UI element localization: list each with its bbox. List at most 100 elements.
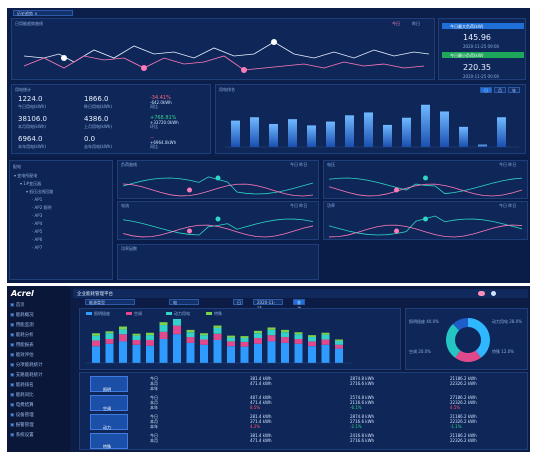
legend-today: 今日 bbox=[392, 21, 400, 26]
table-cell: 2574.8 kWh bbox=[350, 395, 375, 400]
tab-month[interactable]: 月 bbox=[494, 87, 506, 93]
sidebar-icon: ▣ bbox=[10, 433, 16, 438]
history-tab[interactable]: 历史趋势 × bbox=[13, 10, 73, 16]
sidebar-item[interactable]: ▣ 用能报表 bbox=[10, 342, 34, 348]
logo: Acrel bbox=[11, 289, 34, 298]
legend-item: 照明插座 bbox=[86, 311, 110, 317]
stack-segment bbox=[92, 340, 100, 347]
sidebar-item[interactable]: ▣ 支路能耗统计 bbox=[10, 372, 43, 378]
donut-label-1: 照明插座 40.0% bbox=[409, 319, 439, 324]
user-icon[interactable] bbox=[491, 291, 496, 296]
ranking-title: 用电排名 bbox=[219, 87, 235, 92]
tree-node[interactable]: · AP6 bbox=[32, 237, 43, 242]
table-cell: 4.2% bbox=[250, 424, 261, 429]
period-select[interactable]: 日 bbox=[233, 299, 243, 305]
sidebar-item[interactable]: ▣ 能耗分析 bbox=[10, 332, 34, 338]
query-button[interactable]: 查询 bbox=[293, 299, 305, 311]
sidebar-icon: ▣ bbox=[10, 323, 16, 328]
donut-slice bbox=[455, 350, 481, 362]
tab-year[interactable]: 年 bbox=[508, 87, 520, 93]
rank-bar bbox=[459, 126, 468, 147]
rank-bar bbox=[402, 117, 411, 147]
table-cell: 21186.2 kWh bbox=[450, 433, 477, 438]
stack-chart-panel: 照明插座 空调 动力用电 特殊 bbox=[79, 308, 401, 370]
stack-segment bbox=[200, 333, 208, 336]
stack-segment bbox=[105, 333, 114, 339]
tree-node[interactable]: · AP3 bbox=[32, 213, 43, 218]
tree-node[interactable]: · AP2 照明 bbox=[32, 205, 52, 210]
tree-node[interactable]: ▾ 变电所配电 bbox=[14, 173, 38, 178]
energy-select[interactable]: 电 bbox=[169, 299, 199, 305]
energy-platform: Acrel ▣ 首页 ▣ 能耗概况 ▣ 用能监测 ▣ 能耗分析 ▣ 用能报表 ▣ 能效评估… bbox=[7, 286, 530, 452]
sidebar-label: 分项能耗统计 bbox=[15, 363, 43, 368]
table-cell: 2716.6 kWh bbox=[350, 438, 375, 443]
tab-day[interactable]: 日 bbox=[480, 87, 492, 93]
category-icon-tile[interactable]: 动力 bbox=[90, 414, 128, 430]
sidebar-item[interactable]: ▣ 能耗同比 bbox=[10, 392, 34, 398]
table-cell: 今日 bbox=[150, 414, 158, 419]
sidebar-item[interactable]: ▣ 用能监测 bbox=[10, 322, 34, 328]
sidebar-item[interactable]: ▣ 能效评估 bbox=[10, 352, 34, 358]
table-cell: 本月 bbox=[150, 381, 158, 386]
table-cell: 本年 bbox=[150, 386, 158, 391]
table-cell: 今日 bbox=[150, 376, 158, 381]
stack-segment bbox=[146, 339, 154, 346]
category-name: 特殊 bbox=[103, 444, 111, 449]
mini-chart-title: 负荷曲线 bbox=[121, 162, 137, 167]
sidebar-item[interactable]: ▣ 报警管理 bbox=[10, 422, 34, 428]
rank-bar bbox=[250, 117, 259, 147]
mini-chart-title: 功率 bbox=[327, 203, 335, 208]
category-icon-tile[interactable]: 照明 bbox=[90, 376, 128, 392]
avatar[interactable] bbox=[478, 291, 485, 296]
mini-chart-legend: 今日 昨日 bbox=[499, 203, 517, 208]
tree-node[interactable]: · AP1 bbox=[32, 197, 43, 202]
legend-item: 特殊 bbox=[206, 311, 222, 317]
tree-node[interactable]: · AP5 bbox=[32, 229, 43, 234]
table-cell: 2416.8 kWh bbox=[350, 433, 375, 438]
sidebar-item[interactable]: ▣ 首页 bbox=[10, 302, 25, 308]
legend-item: 动力用电 bbox=[166, 311, 190, 317]
donut-label-2: 空调 20.0% bbox=[409, 349, 431, 354]
stack-segment bbox=[119, 334, 127, 342]
stack-segment bbox=[186, 332, 195, 338]
sidebar-item[interactable]: ▣ 能耗排名 bbox=[10, 382, 34, 388]
sidebar-label: 能耗分析 bbox=[15, 333, 34, 338]
tree-node[interactable]: ▾ 1#变压器 bbox=[20, 181, 42, 186]
mini-chart: 电流 今日 昨日 bbox=[117, 201, 319, 240]
legend-swatch bbox=[206, 312, 212, 315]
sidebar-item[interactable]: ▣ 系统设置 bbox=[10, 432, 34, 438]
stack-segment bbox=[321, 339, 330, 345]
stack-segment bbox=[186, 329, 195, 333]
sidebar-item[interactable]: ▣ 能耗概况 bbox=[10, 312, 34, 318]
stat-label: 今日用电(kWh) bbox=[18, 104, 46, 109]
date-input[interactable]: 2020-11-25 bbox=[253, 299, 283, 311]
category-icon-tile[interactable]: 特殊 bbox=[90, 433, 128, 449]
sidebar-label: 能耗概况 bbox=[15, 313, 34, 318]
category-icon-tile[interactable]: 空调 bbox=[90, 395, 128, 411]
sidebar-icon: ▣ bbox=[10, 363, 16, 368]
mini-lines bbox=[329, 175, 523, 197]
legend-swatch bbox=[126, 312, 132, 315]
sidebar-item[interactable]: ▣ 设备管理 bbox=[10, 412, 34, 418]
tree-node[interactable]: ▾ 低压出线回路 bbox=[26, 189, 54, 194]
sidebar-item[interactable]: ▣ 分项能耗统计 bbox=[10, 362, 43, 368]
table-cell: 27186.2 kWh bbox=[450, 395, 477, 400]
sidebar-label: 首页 bbox=[15, 303, 25, 308]
table-cell: 2874.8 kWh bbox=[350, 414, 375, 419]
table-cell: 8.5% bbox=[250, 405, 261, 410]
tree-node[interactable]: · AP7 bbox=[32, 245, 43, 250]
rank-bar bbox=[269, 123, 278, 147]
energy-type-select[interactable]: 能源类型 bbox=[85, 299, 135, 305]
stack-segment bbox=[227, 335, 235, 338]
stack-segment bbox=[213, 327, 222, 334]
stack-segment bbox=[146, 332, 154, 336]
max-load-value: 145.96 bbox=[463, 33, 491, 42]
donut-label-3: 动力用电 28.0% bbox=[492, 319, 522, 324]
table-cell: 471.4 kWh bbox=[250, 381, 272, 386]
stack-segment bbox=[173, 325, 181, 335]
category-name: 照明 bbox=[103, 387, 111, 392]
sidebar-item[interactable]: ▣ 电费结算 bbox=[10, 402, 34, 408]
tree-node[interactable]: · AP4 bbox=[32, 221, 43, 226]
stat-value: -- bbox=[150, 135, 154, 141]
table-cell: 4.5% bbox=[450, 405, 461, 410]
